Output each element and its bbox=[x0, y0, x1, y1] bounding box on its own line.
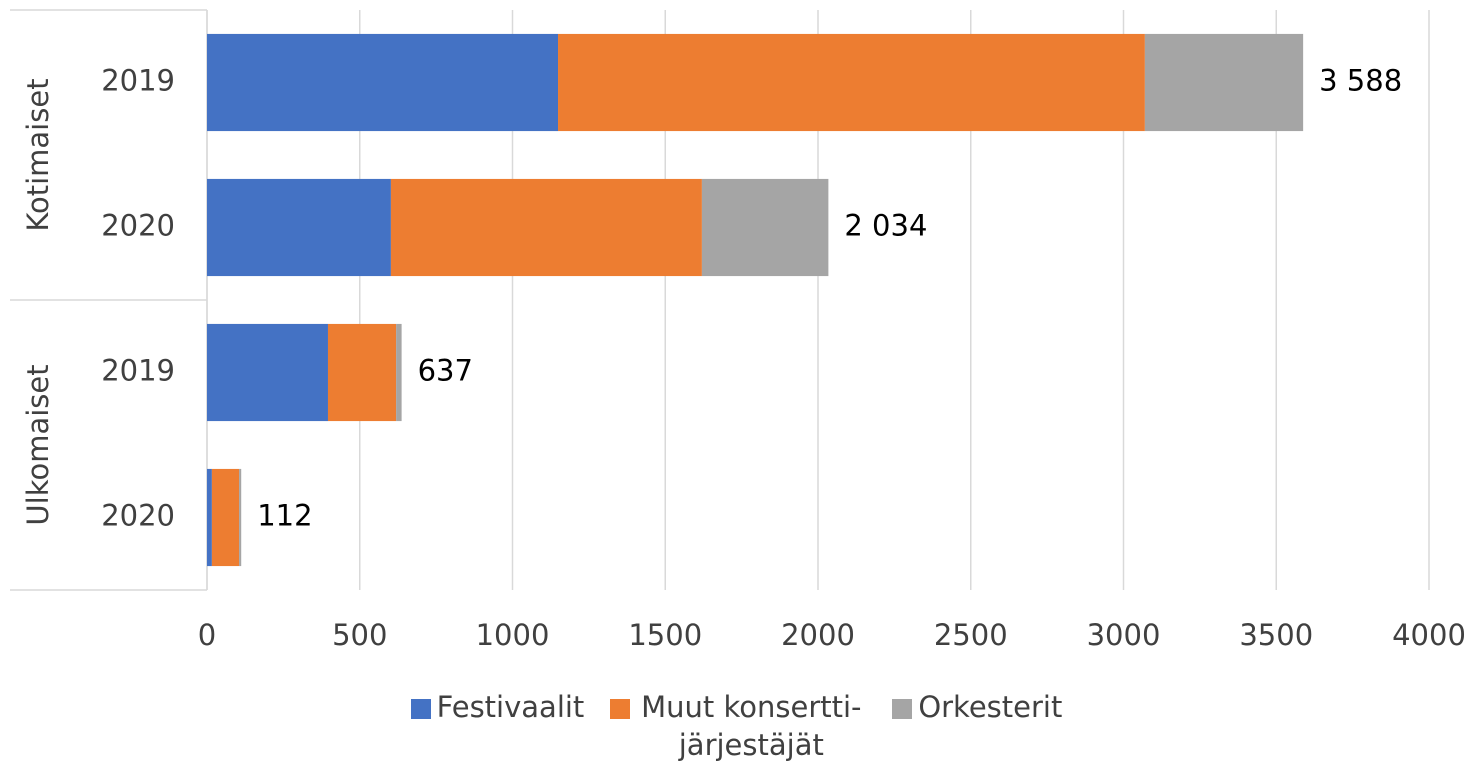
bar-segment bbox=[207, 178, 391, 277]
group-label: Ulkomaiset bbox=[21, 364, 55, 525]
group-label: Kotimaiset bbox=[21, 78, 55, 231]
total-label: 2 034 bbox=[844, 209, 927, 243]
bar-segment bbox=[211, 468, 240, 567]
y-tick-label: 2020 bbox=[101, 499, 175, 533]
legend-item: Muut konsertti-järjestäjät bbox=[610, 688, 866, 764]
bar-segment bbox=[1144, 33, 1304, 132]
x-tick-label: 4000 bbox=[1392, 618, 1466, 652]
legend: Festivaalit Muut konsertti-järjestäjät Ork… bbox=[0, 688, 1473, 764]
bar-segment bbox=[239, 468, 242, 567]
legend-label: Festivaalit bbox=[436, 690, 585, 724]
legend-swatch bbox=[610, 699, 631, 719]
x-tick-label: 1500 bbox=[628, 618, 702, 652]
x-tick-label: 2500 bbox=[934, 618, 1008, 652]
bar-segment bbox=[558, 33, 1145, 132]
total-label: 112 bbox=[257, 499, 312, 533]
y-tick-label: 2019 bbox=[101, 354, 175, 388]
legend-label: Orkesterit bbox=[918, 690, 1063, 724]
y-tick-label: 2020 bbox=[101, 209, 175, 243]
x-tick-label: 3500 bbox=[1239, 618, 1313, 652]
legend-swatch bbox=[410, 699, 431, 719]
x-tick-label: 2000 bbox=[781, 618, 855, 652]
legend-swatch bbox=[892, 699, 913, 719]
x-tick-label: 1000 bbox=[476, 618, 550, 652]
x-tick-label: 0 bbox=[198, 618, 216, 652]
bar-segment bbox=[207, 323, 328, 422]
bar-segment bbox=[327, 323, 397, 422]
y-tick-label: 2019 bbox=[101, 64, 175, 98]
legend-item: Orkesterit bbox=[892, 688, 1062, 726]
legend-label: Muut konsertti-järjestäjät bbox=[641, 690, 862, 762]
bar-segment bbox=[207, 33, 559, 132]
total-label: 3 588 bbox=[1319, 64, 1402, 98]
bar-segment bbox=[396, 323, 402, 422]
bar-segment bbox=[207, 468, 212, 567]
total-label: 637 bbox=[418, 354, 473, 388]
x-tick-label: 3000 bbox=[1087, 618, 1161, 652]
bar-segment bbox=[701, 178, 829, 277]
legend-item: Festivaalit bbox=[410, 688, 585, 726]
x-tick-label: 500 bbox=[332, 618, 387, 652]
bar-segment bbox=[390, 178, 702, 277]
